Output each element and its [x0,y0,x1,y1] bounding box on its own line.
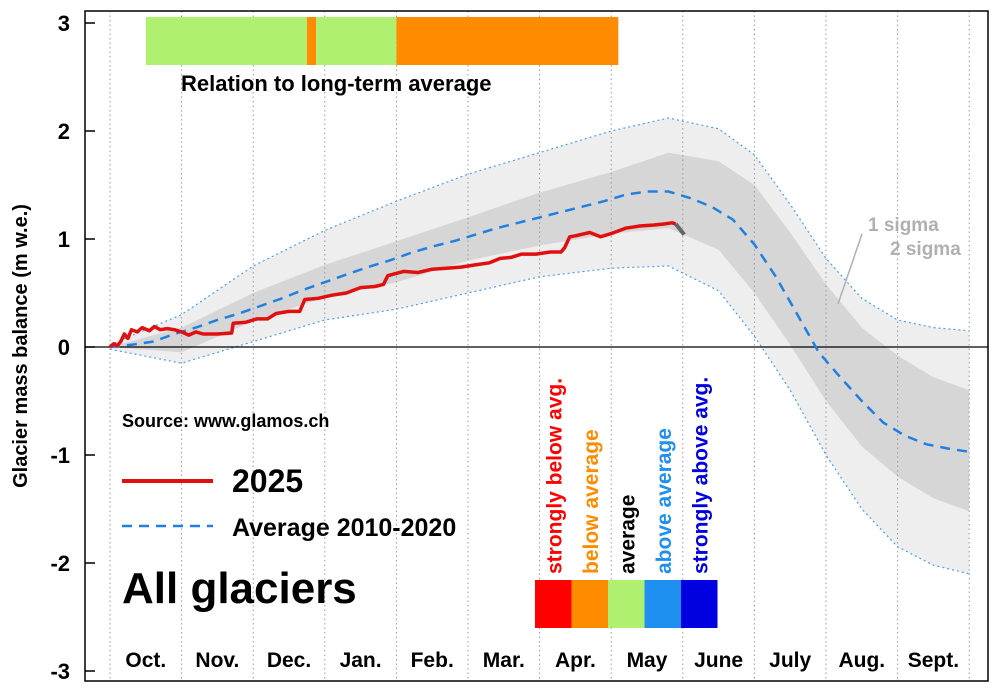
category-label: strongly above avg. [689,377,712,574]
category-swatch [535,580,572,628]
x-axis-month-labels: Oct. Nov. Dec. Jan. Feb. Mar. Apr. May June July A… [125,649,959,672]
y-axis-label: Glacier mass balance (m w.e.) [10,204,32,488]
y-tick-label: -3 [50,659,70,684]
sigma2-upper-outline [109,117,970,346]
x-month-label: Oct. [125,649,166,672]
sigma1-annotation: 1 sigma [868,215,939,236]
relation-bar-segment [316,17,397,65]
category-legend: strongly below avg. below average average a… [535,377,718,628]
month-gridlines [109,11,970,681]
x-month-label: Jan. [340,649,382,672]
x-month-label: May [627,649,668,672]
relation-bar [145,17,619,65]
source-text: Source: www.glamos.ch [122,411,329,431]
category-label: below average [580,429,603,574]
legend-label-average: Average 2010-2020 [232,514,456,542]
relation-bar-segment [145,17,307,65]
x-month-label: Mar. [483,649,525,672]
relation-bar-segment [396,17,619,65]
category-swatch [681,580,718,628]
category-swatch [644,580,681,628]
x-month-label: Nov. [195,649,239,672]
sigma-pointer-line [837,233,863,305]
legend-label-2025: 2025 [232,463,303,499]
sigma1-band [110,152,970,512]
category-swatch [608,580,645,628]
y-tick-label: 3 [58,11,70,36]
x-month-label: June [694,649,743,672]
y-tick-label: -2 [50,551,70,576]
sigma-bands [109,117,970,575]
series-2025-forecast-stub [674,222,686,236]
category-label: average [616,495,639,574]
x-month-label: Sept. [908,649,959,672]
y-tick-label: 1 [58,227,70,252]
x-month-label: Feb. [411,649,454,672]
relation-bar-segment [306,17,317,65]
series-layer [108,190,970,454]
series-line-2025 [108,221,677,349]
sigma2-annotation: 2 sigma [890,239,961,260]
relation-bar-label: Relation to long-term average [181,71,492,96]
y-axis-ticks: -3 -2 -1 0 1 2 3 [50,11,95,684]
plot-frame [84,10,989,682]
category-label: strongly below avg. [543,378,566,574]
y-tick-label: 0 [58,335,70,360]
series-line-average-2010-2020 [109,190,970,454]
chart-title: All glaciers [122,564,357,613]
y-tick-label: -1 [50,443,70,468]
category-label: above average [653,428,676,574]
category-swatch [571,580,608,628]
sigma2-lower-outline [109,265,970,575]
x-month-label: Aug. [838,649,885,672]
x-month-label: Dec. [267,649,311,672]
y-tick-label: 2 [58,119,70,144]
x-month-label: Apr. [555,649,596,672]
x-month-label: July [769,649,811,672]
